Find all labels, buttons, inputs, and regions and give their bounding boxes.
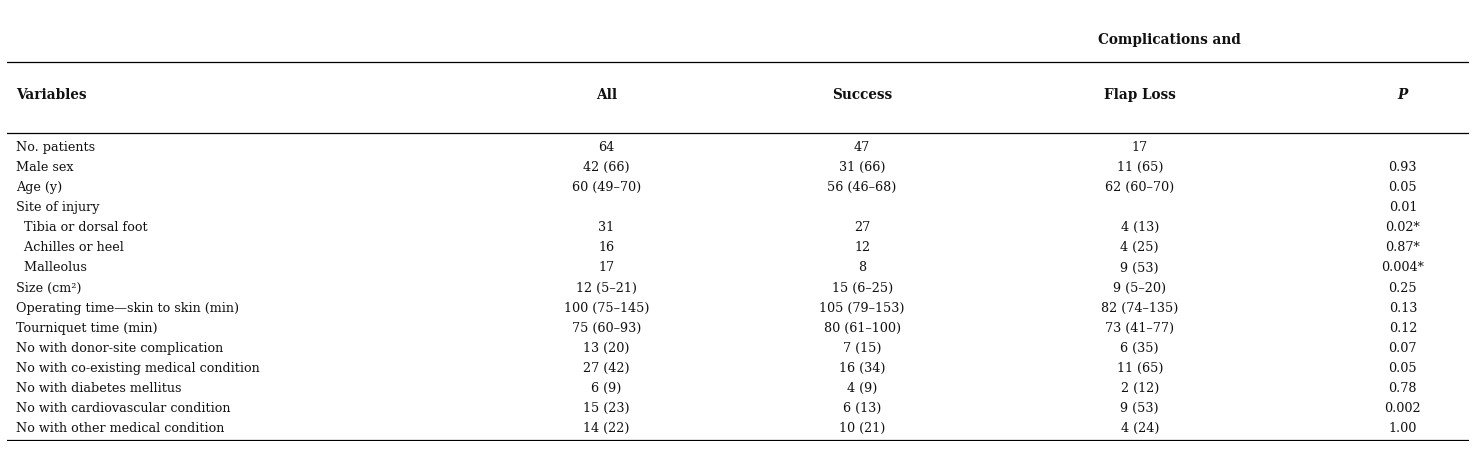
Text: 27: 27 — [854, 221, 871, 234]
Text: 16: 16 — [598, 241, 614, 254]
Text: Success: Success — [832, 88, 893, 102]
Text: Flap Loss: Flap Loss — [1103, 88, 1175, 102]
Text: 8: 8 — [859, 261, 866, 274]
Text: 0.07: 0.07 — [1389, 341, 1417, 354]
Text: No with cardiovascular condition: No with cardiovascular condition — [16, 401, 231, 414]
Text: No with other medical condition: No with other medical condition — [16, 421, 224, 435]
Text: 0.13: 0.13 — [1389, 301, 1417, 314]
Text: 0.87*: 0.87* — [1386, 241, 1420, 254]
Text: 4 (25): 4 (25) — [1121, 241, 1159, 254]
Text: 0.93: 0.93 — [1389, 161, 1417, 173]
Text: Tibia or dorsal foot: Tibia or dorsal foot — [16, 221, 147, 234]
Text: 11 (65): 11 (65) — [1117, 361, 1164, 374]
Text: 31 (66): 31 (66) — [840, 161, 885, 173]
Text: 0.05: 0.05 — [1389, 361, 1417, 374]
Text: 15 (23): 15 (23) — [583, 401, 630, 414]
Text: 15 (6–25): 15 (6–25) — [832, 281, 893, 294]
Text: 42 (66): 42 (66) — [583, 161, 630, 173]
Text: 31: 31 — [598, 221, 614, 234]
Text: 9 (53): 9 (53) — [1121, 261, 1159, 274]
Text: 16 (34): 16 (34) — [840, 361, 885, 374]
Text: 100 (75–145): 100 (75–145) — [564, 301, 650, 314]
Text: 0.002: 0.002 — [1385, 401, 1421, 414]
Text: 2 (12): 2 (12) — [1121, 381, 1159, 394]
Text: No. patients: No. patients — [16, 141, 96, 153]
Text: 82 (74–135): 82 (74–135) — [1102, 301, 1178, 314]
Text: 62 (60–70): 62 (60–70) — [1105, 181, 1174, 194]
Text: 0.02*: 0.02* — [1386, 221, 1420, 234]
Text: 9 (53): 9 (53) — [1121, 401, 1159, 414]
Text: Malleolus: Malleolus — [16, 261, 87, 274]
Text: No with donor-site complication: No with donor-site complication — [16, 341, 224, 354]
Text: 0.01: 0.01 — [1389, 201, 1417, 214]
Text: 7 (15): 7 (15) — [843, 341, 881, 354]
Text: 6 (13): 6 (13) — [843, 401, 881, 414]
Text: Variables: Variables — [16, 88, 87, 102]
Text: 27 (42): 27 (42) — [583, 361, 630, 374]
Text: 6 (9): 6 (9) — [591, 381, 622, 394]
Text: 105 (79–153): 105 (79–153) — [819, 301, 904, 314]
Text: 12: 12 — [854, 241, 871, 254]
Text: 12 (5–21): 12 (5–21) — [576, 281, 636, 294]
Text: 73 (41–77): 73 (41–77) — [1105, 321, 1174, 334]
Text: Achilles or heel: Achilles or heel — [16, 241, 124, 254]
Text: All: All — [597, 88, 617, 102]
Text: 56 (46–68): 56 (46–68) — [828, 181, 897, 194]
Text: 4 (24): 4 (24) — [1121, 421, 1159, 435]
Text: Tourniquet time (min): Tourniquet time (min) — [16, 321, 158, 334]
Text: 0.004*: 0.004* — [1382, 261, 1424, 274]
Text: Male sex: Male sex — [16, 161, 74, 173]
Text: 0.25: 0.25 — [1389, 281, 1417, 294]
Text: Site of injury: Site of injury — [16, 201, 100, 214]
Text: 75 (60–93): 75 (60–93) — [572, 321, 641, 334]
Text: 11 (65): 11 (65) — [1117, 161, 1164, 173]
Text: 10 (21): 10 (21) — [840, 421, 885, 435]
Text: 14 (22): 14 (22) — [583, 421, 630, 435]
Text: No with co-existing medical condition: No with co-existing medical condition — [16, 361, 259, 374]
Text: 4 (9): 4 (9) — [847, 381, 878, 394]
Text: 0.12: 0.12 — [1389, 321, 1417, 334]
Text: 1.00: 1.00 — [1389, 421, 1417, 435]
Text: No with diabetes mellitus: No with diabetes mellitus — [16, 381, 181, 394]
Text: 17: 17 — [1131, 141, 1147, 153]
Text: 60 (49–70): 60 (49–70) — [572, 181, 641, 194]
Text: Size (cm²): Size (cm²) — [16, 281, 81, 294]
Text: Operating time—skin to skin (min): Operating time—skin to skin (min) — [16, 301, 239, 314]
Text: P: P — [1398, 88, 1408, 102]
Text: 13 (20): 13 (20) — [583, 341, 630, 354]
Text: 64: 64 — [598, 141, 614, 153]
Text: 0.78: 0.78 — [1389, 381, 1417, 394]
Text: 6 (35): 6 (35) — [1121, 341, 1159, 354]
Text: Complications and: Complications and — [1097, 33, 1240, 46]
Text: 17: 17 — [598, 261, 614, 274]
Text: 47: 47 — [854, 141, 871, 153]
Text: 4 (13): 4 (13) — [1121, 221, 1159, 234]
Text: 80 (61–100): 80 (61–100) — [823, 321, 900, 334]
Text: 0.05: 0.05 — [1389, 181, 1417, 194]
Text: Age (y): Age (y) — [16, 181, 62, 194]
Text: 9 (5–20): 9 (5–20) — [1114, 281, 1167, 294]
